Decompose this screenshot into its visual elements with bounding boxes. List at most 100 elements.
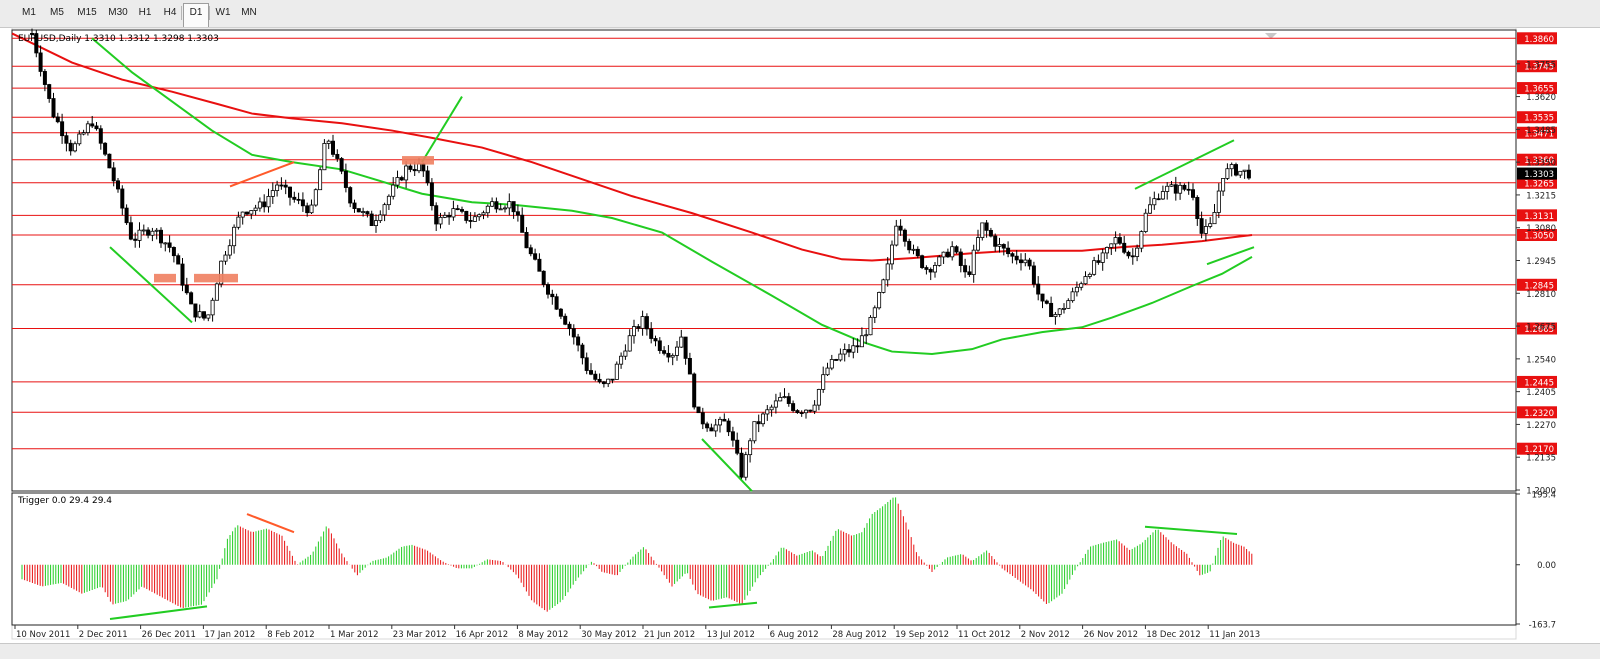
candle-body — [1001, 244, 1006, 249]
candle-body — [193, 303, 198, 318]
price-level-badge — [1517, 176, 1557, 189]
candle-body — [683, 336, 688, 359]
candle-body — [722, 418, 727, 422]
candle-body — [614, 363, 619, 380]
tab-h1[interactable]: H1 — [138, 7, 152, 18]
candle-body — [1074, 286, 1079, 293]
candle-body — [386, 195, 391, 206]
tab-m5[interactable]: M5 — [50, 7, 64, 18]
candle-body — [189, 292, 194, 305]
candle-body — [576, 336, 581, 346]
candle-body — [1100, 252, 1105, 263]
candle-body — [1053, 314, 1058, 318]
candle-body — [636, 326, 641, 329]
tab-h4[interactable]: H4 — [163, 7, 177, 18]
candle-body — [416, 163, 421, 172]
candle-body — [1113, 237, 1118, 245]
tab-m30[interactable]: M30 — [108, 7, 128, 18]
price-level-badge — [1517, 442, 1557, 455]
candle-body — [816, 389, 821, 406]
price-level-badge — [1517, 153, 1557, 166]
price-level-label: 1.3745 — [1524, 63, 1554, 73]
candle-body — [1229, 164, 1234, 170]
candle-body — [279, 184, 284, 187]
candle-body — [34, 33, 39, 54]
candle-body — [937, 256, 942, 266]
candle-body — [640, 316, 645, 329]
candle-body — [1122, 242, 1127, 253]
candle-body — [94, 125, 99, 130]
candle-body — [894, 225, 899, 246]
candle-body — [240, 211, 245, 218]
candle-body — [971, 249, 976, 275]
candle-body — [1221, 178, 1226, 192]
y-axis-tick-label: 1.3215 — [1526, 191, 1556, 201]
candle-body — [1234, 164, 1239, 176]
tab-mn[interactable]: MN — [241, 7, 257, 18]
candle-body — [773, 400, 778, 408]
candle-body — [133, 238, 138, 241]
tab-m1[interactable]: M1 — [22, 7, 36, 18]
candle-body — [558, 308, 563, 317]
candle-body — [1057, 308, 1062, 315]
candle-body — [1216, 190, 1221, 213]
candle-body — [137, 229, 142, 241]
y-axis-tick-label: 1.2405 — [1526, 388, 1556, 398]
candle-body — [38, 52, 43, 72]
candle-body — [533, 253, 538, 260]
candle-body — [670, 354, 675, 358]
trend-line — [1134, 139, 1235, 190]
candle-body — [262, 201, 267, 208]
scroll-arrow-icon[interactable] — [1265, 33, 1277, 39]
candle-body — [1092, 260, 1097, 275]
candle-body — [756, 421, 761, 425]
chart-symbol-label: EURUSD,Daily 1.3310 1.3312 1.3298 1.3303 — [18, 34, 219, 44]
candle-body — [1173, 184, 1178, 194]
price-level-label: 1.3131 — [1524, 212, 1554, 222]
x-axis-date-label: 21 Jun 2012 — [644, 630, 695, 640]
candle-body — [404, 165, 409, 181]
candle-body — [627, 335, 632, 352]
candle-body — [902, 229, 907, 242]
tab-d1[interactable]: D1 — [183, 3, 209, 27]
candle-body — [313, 189, 318, 206]
candle-body — [124, 207, 129, 224]
candle-body — [945, 251, 950, 258]
price-level-badge — [1517, 209, 1557, 222]
candle-body — [369, 213, 374, 226]
candle-body — [662, 350, 667, 354]
candle-body — [1130, 255, 1135, 258]
candle-body — [743, 454, 748, 478]
candle-body — [219, 260, 224, 285]
candle-body — [589, 370, 594, 375]
candle-body — [184, 284, 189, 294]
candle-body — [1066, 300, 1071, 309]
price-level-badge — [1517, 229, 1557, 241]
candle-body — [223, 254, 228, 262]
candle-body — [201, 311, 206, 319]
candle-body — [1031, 265, 1036, 285]
candle-body — [1083, 276, 1088, 285]
candle-body — [1178, 184, 1183, 194]
indicator-trend-line — [708, 601, 758, 609]
y-axis-tick-label: 1.2270 — [1526, 421, 1556, 431]
candle-body — [103, 142, 108, 155]
candle-body — [696, 406, 701, 414]
candle-body — [730, 431, 735, 441]
candle-body — [963, 265, 968, 273]
candle-body — [429, 182, 434, 207]
candle-body — [954, 246, 959, 253]
candle-body — [55, 116, 60, 123]
candle-body — [42, 71, 47, 85]
candle-body — [584, 357, 589, 371]
price-level-badge — [1517, 60, 1557, 73]
tab-w1[interactable]: W1 — [215, 7, 231, 18]
x-axis-date-label: 30 May 2012 — [581, 630, 636, 640]
tab-m15[interactable]: M15 — [77, 7, 97, 18]
candle-body — [554, 296, 559, 310]
candle-body — [967, 271, 972, 275]
candle-body — [515, 211, 520, 216]
candle-body — [550, 293, 555, 298]
toolbar-separator — [181, 6, 182, 20]
